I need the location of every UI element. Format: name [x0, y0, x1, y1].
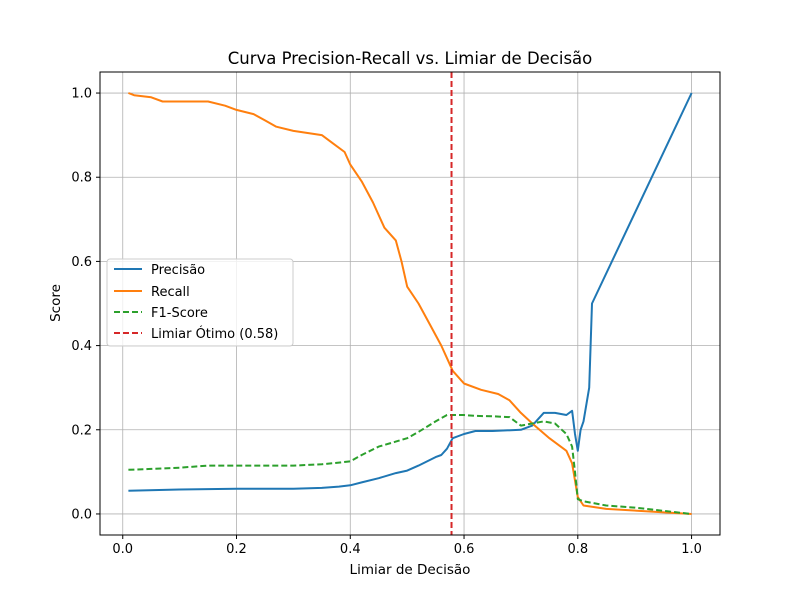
x-axis-label: Limiar de Decisão [350, 562, 471, 578]
plot-frame [99, 71, 721, 536]
x-tick-label: 0.0 [112, 542, 133, 557]
legend: Precisão Recall F1-Score Limiar Ótimo (0… [106, 258, 294, 347]
x-tick-label: 0.8 [567, 542, 588, 557]
series-line-recall [128, 92, 692, 515]
x-tick-label: 1.0 [681, 542, 702, 557]
y-tick-label: 0.4 [71, 339, 92, 354]
y-ticks: 0.0 0.2 0.4 0.6 0.8 1.0 [71, 87, 100, 522]
x-tick-label: 0.2 [226, 542, 247, 557]
y-tick-label: 0.0 [71, 507, 92, 522]
x-tick-label: 0.4 [340, 542, 361, 557]
series-line-f1-score [128, 414, 692, 515]
y-tick-label: 0.6 [71, 255, 92, 270]
series-line-precisao [128, 92, 693, 492]
legend-label-precisao: Precisão [151, 263, 205, 278]
y-tick-label: 1.0 [71, 87, 92, 102]
legend-label-threshold: Limiar Ótimo (0.58) [151, 326, 278, 342]
legend-label-f1: F1-Score [151, 306, 208, 321]
legend-box [106, 258, 294, 347]
x-ticks: 0.0 0.2 0.4 0.6 0.8 1.0 [112, 535, 702, 557]
series-layer [128, 72, 693, 535]
y-axis-label: Score [48, 284, 64, 322]
legend-label-recall: Recall [151, 285, 190, 300]
x-tick-label: 0.6 [454, 542, 475, 557]
y-tick-label: 0.8 [71, 171, 92, 186]
chart-title: Curva Precision-Recall vs. Limiar de Dec… [228, 49, 593, 68]
y-tick-label: 0.2 [71, 423, 92, 438]
